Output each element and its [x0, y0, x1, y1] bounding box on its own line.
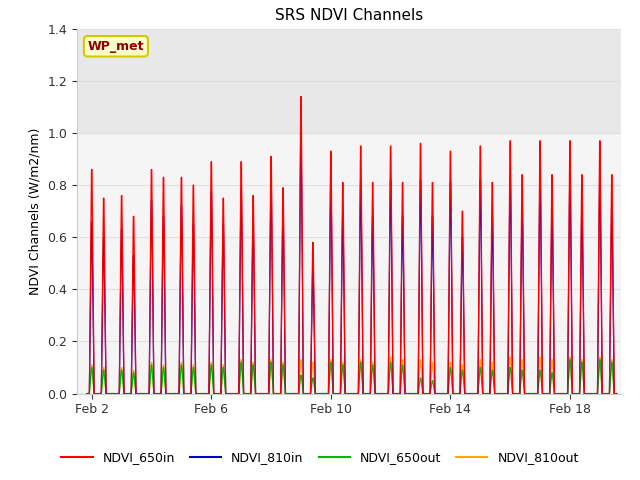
Bar	[77, 29, 621, 133]
Text: WP_met: WP_met	[88, 40, 144, 53]
Legend: NDVI_650in, NDVI_810in, NDVI_650out, NDVI_810out: NDVI_650in, NDVI_810in, NDVI_650out, NDV…	[56, 446, 584, 469]
Y-axis label: NDVI Channels (W/m2/nm): NDVI Channels (W/m2/nm)	[29, 128, 42, 295]
Title: SRS NDVI Channels: SRS NDVI Channels	[275, 9, 423, 24]
